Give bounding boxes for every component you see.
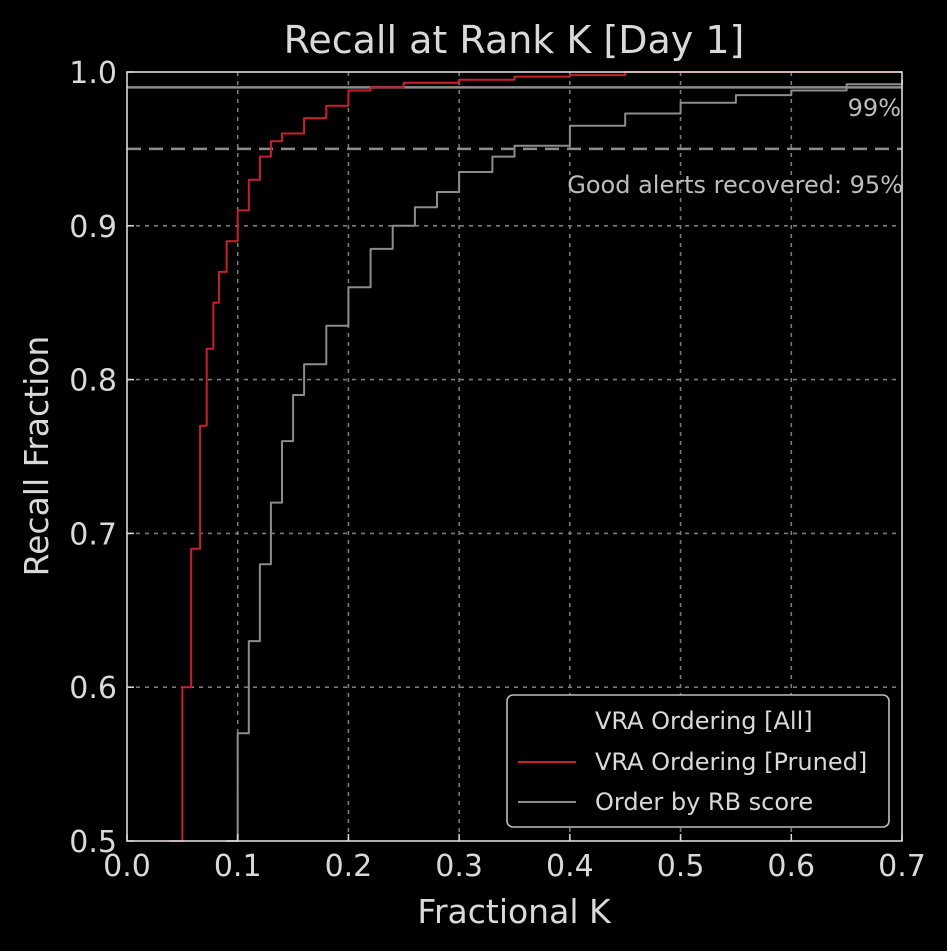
x-tick-label: 0.7 (878, 849, 926, 884)
chart-title: Recall at Rank K [Day 1] (284, 18, 745, 62)
ticks: 0.0 0.1 0.2 0.3 0.4 0.5 0.6 0.7 0.5 0.6 0.7 0.8 0.9 1… (69, 56, 926, 884)
x-tick-label: 0.2 (325, 849, 373, 884)
x-tick-label: 0.0 (103, 849, 151, 884)
y-tick-label: 0.7 (69, 517, 117, 552)
y-tick-label: 0.6 (69, 671, 117, 706)
y-tick-label: 1.0 (69, 56, 117, 91)
legend-label-vra-all: VRA Ordering [All] (595, 707, 813, 735)
y-axis-label: Recall Fraction (17, 336, 56, 577)
x-tick-label: 0.5 (657, 849, 705, 884)
x-tick-label: 0.3 (435, 849, 483, 884)
series-line-2 (226, 79, 903, 842)
legend-label-vra-pruned: VRA Ordering [Pruned] (595, 748, 867, 776)
legend-box (506, 694, 890, 828)
x-axis-label: Fractional K (417, 892, 612, 931)
legend-label-rb-score: Order by RB score (595, 788, 813, 816)
y-tick-label: 0.5 (69, 825, 117, 860)
plot-frame (126, 71, 903, 842)
series-layer (169, 71, 903, 842)
annotation-95: Good alerts recovered: 95% (567, 171, 903, 199)
annotation-99: 99% (848, 94, 901, 122)
legend: VRA Ordering [All] VRA Ordering [Pruned]… (506, 694, 890, 828)
x-tick-label: 0.6 (767, 849, 815, 884)
y-tick-label: 0.9 (69, 210, 117, 245)
series-line-1 (169, 71, 902, 842)
x-tick-label: 0.4 (546, 849, 594, 884)
x-tick-label: 0.1 (214, 849, 262, 884)
y-tick-label: 0.8 (69, 364, 117, 399)
